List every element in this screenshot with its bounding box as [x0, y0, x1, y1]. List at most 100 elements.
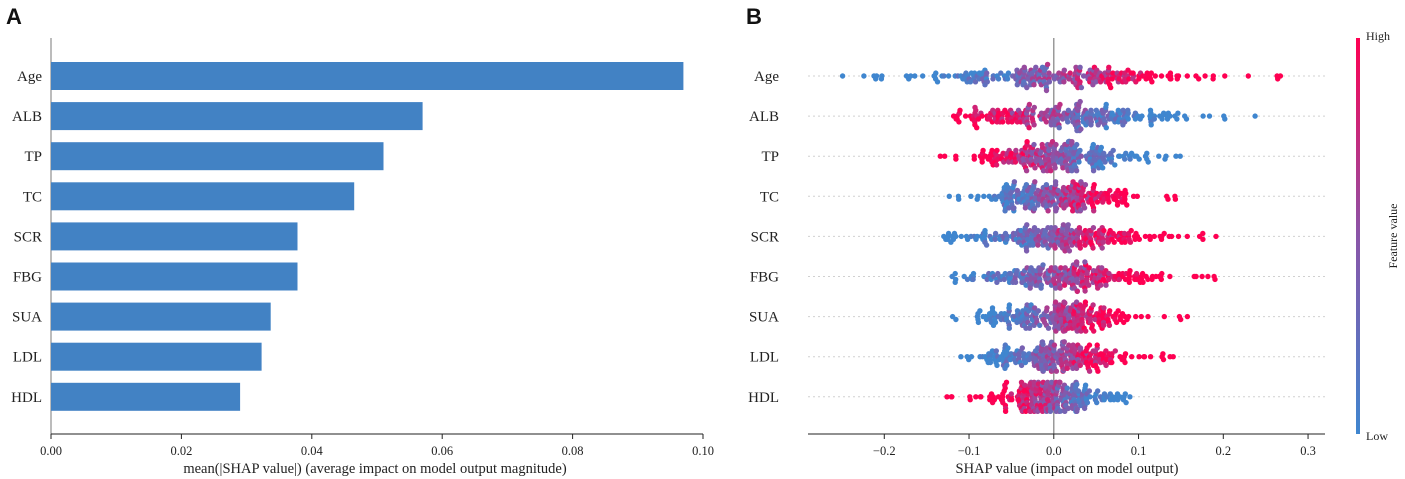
shap-dot-tp — [1100, 165, 1106, 171]
shap-dot-ldl — [994, 362, 1000, 369]
bar-tc — [51, 182, 355, 211]
shap-dot-ldl — [1021, 351, 1027, 357]
shap-dot-scr — [1048, 225, 1054, 231]
shap-dot-alb — [1057, 101, 1063, 108]
shap-dot-tp — [1074, 141, 1080, 148]
feature-label-tc: TC — [760, 189, 779, 205]
feature-label-sua: SUA — [749, 310, 779, 326]
shap-dot-fbg — [1199, 273, 1205, 280]
shap-dot-age — [908, 73, 914, 79]
shap-dot-alb — [1222, 116, 1228, 122]
shap-dot-hdl — [1002, 408, 1009, 414]
panel-b-feature-labels: Age ALB TP TC SCR FBG SUA LDL HDL — [748, 69, 779, 406]
shap-dot-hdl — [1021, 382, 1028, 388]
shap-dot-alb — [1147, 107, 1154, 114]
x-tick-label: 0.0 — [1046, 444, 1062, 458]
shap-dot-sua — [1184, 313, 1191, 320]
shap-dot-alb — [975, 116, 982, 122]
shap-dot-tp — [1090, 168, 1097, 174]
feature-label-ldl: LDL — [750, 350, 779, 366]
shap-dot-tc — [1002, 208, 1008, 214]
shap-dot-alb — [1183, 116, 1190, 122]
shap-dot-sua — [1031, 305, 1038, 311]
shap-dot-sua — [1024, 302, 1030, 308]
shap-dot-age — [1175, 73, 1182, 79]
shap-dot-ldl — [1039, 366, 1046, 373]
shap-dot-scr — [1090, 225, 1097, 231]
shap-dot-hdl — [1074, 381, 1080, 388]
shap-dot-age — [1066, 76, 1072, 82]
shap-dot-tp — [1101, 150, 1107, 156]
shap-dot-tp — [980, 147, 986, 154]
shap-dot-tp — [1122, 156, 1128, 162]
shap-dot-tc — [1106, 199, 1112, 205]
shap-dot-age — [1222, 73, 1228, 79]
shap-dot-fbg — [970, 270, 977, 277]
shap-dot-scr — [1151, 233, 1158, 240]
x-tick-label: 0.02 — [170, 444, 192, 458]
shap-dot-hdl — [1057, 408, 1064, 414]
shap-dot-scr — [1031, 225, 1038, 231]
shap-dot-ldl — [1064, 365, 1071, 371]
shap-dot-fbg — [1159, 270, 1165, 277]
shap-dot-scr — [983, 242, 990, 248]
shap-dot-alb — [1065, 107, 1072, 114]
shap-dot-sua — [1052, 299, 1059, 305]
shap-dot-hdl — [1086, 388, 1093, 394]
bar-age — [51, 62, 684, 90]
shap-dot-age — [878, 76, 885, 82]
shap-dot-alb — [1206, 113, 1213, 119]
shap-dot-scr — [1213, 233, 1219, 240]
shap-dot-tp — [1077, 147, 1083, 154]
shap-dot-age — [995, 76, 1002, 82]
shap-dot-alb — [957, 107, 963, 114]
shap-dot-hdl — [1047, 408, 1054, 414]
shap-dot-fbg — [1001, 276, 1007, 283]
shap-dot-tp — [1136, 156, 1142, 162]
shap-dot-fbg — [1167, 273, 1173, 280]
shap-dot-tc — [1091, 208, 1097, 214]
shap-dot-scr — [1035, 227, 1041, 234]
shap-dot-age — [1109, 76, 1116, 82]
shap-dot-tp — [1073, 168, 1080, 174]
shap-dot-scr — [1030, 242, 1036, 248]
shap-dot-alb — [962, 113, 969, 119]
shap-dot-hdl — [1095, 388, 1101, 394]
shap-dot-tp — [1052, 165, 1058, 171]
shap-dot-sua — [1092, 316, 1098, 323]
feature-label-ldl: LDL — [13, 350, 42, 366]
shap-dot-ldl — [1053, 368, 1060, 374]
x-tick-label: 0.08 — [562, 444, 584, 458]
shap-dot-scr — [1111, 239, 1117, 245]
shap-dot-tc — [1081, 205, 1088, 211]
shap-dot-hdl — [973, 394, 979, 400]
shap-dot-alb — [1056, 125, 1062, 131]
shap-dot-fbg — [1212, 276, 1218, 283]
shap-dot-tp — [1145, 159, 1151, 165]
panel-a-x-axis-title: mean(|SHAP value|) (average impact on mo… — [183, 461, 567, 477]
shap-dot-ldl — [1160, 356, 1167, 363]
shap-dot-tc — [1134, 193, 1141, 199]
shap-dot-scr — [1076, 225, 1083, 231]
colorbar-low-label: Low — [1366, 429, 1388, 443]
shap-dot-tp — [1032, 165, 1038, 171]
shap-dot-alb — [1026, 125, 1032, 131]
shap-dot-ldl — [1122, 351, 1129, 357]
shap-dot-alb — [1077, 98, 1083, 105]
shap-dot-alb — [974, 125, 980, 131]
shap-dot-sua — [953, 316, 959, 323]
shap-dot-tp — [1162, 156, 1168, 162]
panel-a-label: A — [6, 4, 22, 29]
shap-dot-tp — [1127, 156, 1133, 162]
shap-dot-alb — [1252, 113, 1258, 119]
shap-dot-hdl — [948, 394, 955, 400]
shap-dot-alb — [1174, 116, 1180, 122]
shap-dot-scr — [1128, 227, 1134, 234]
shap-dot-ldl — [1141, 354, 1148, 360]
panel-b-x-axis-title: SHAP value (impact on model output) — [956, 461, 1179, 477]
shap-dot-ldl — [1160, 351, 1166, 357]
feature-label-scr: SCR — [751, 229, 779, 245]
shap-dot-sua — [1101, 322, 1107, 328]
shap-dot-hdl — [1087, 394, 1093, 400]
shap-dot-scr — [974, 233, 980, 240]
